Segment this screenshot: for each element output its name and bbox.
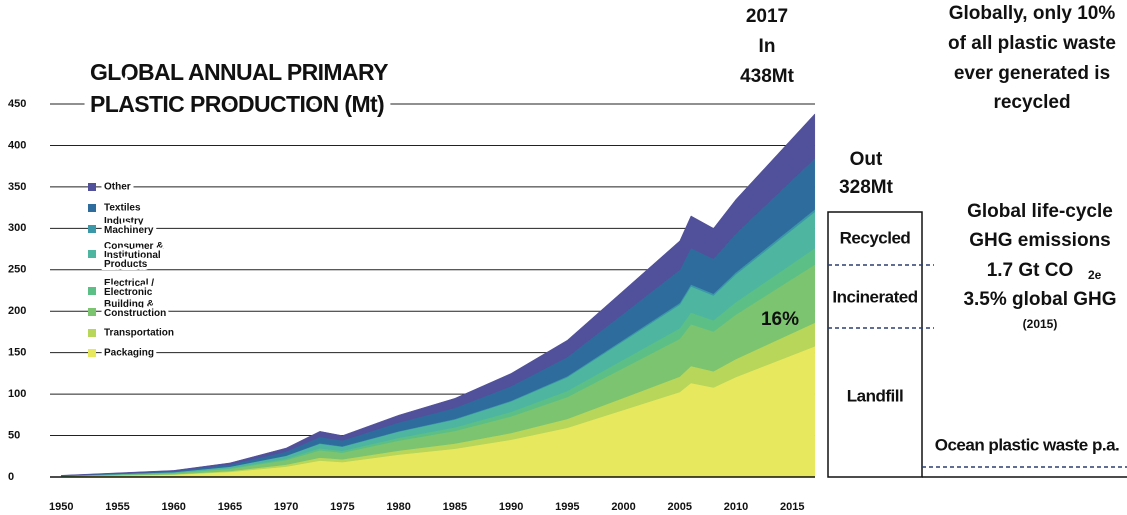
legend-label: Other	[104, 182, 131, 193]
legend-label: Building & Construction	[104, 299, 166, 319]
legend-swatch	[88, 287, 96, 295]
plot-area: 0 50 100 150 200 250 300 350 400 450 1950 1955 1960 1…	[8, 98, 816, 513]
legend-swatch	[88, 329, 96, 337]
note-subscript: 2e	[1088, 268, 1102, 282]
legend-swatch	[88, 183, 96, 191]
note: recycled	[993, 92, 1070, 113]
note: 3.5% global GHG	[963, 289, 1116, 310]
x-tick-label: 1995	[555, 501, 579, 513]
legend-swatch	[88, 204, 96, 212]
legend-swatch	[88, 250, 96, 258]
box-label: Recycled	[840, 228, 911, 247]
y-tick-label: 150	[8, 347, 26, 359]
legend-label: Industry Machinery	[104, 216, 154, 236]
x-tick-label: 2010	[724, 501, 748, 513]
annotation: 2017	[746, 6, 788, 27]
y-tick-label: 400	[8, 139, 26, 151]
note: 1.7 Gt CO	[987, 260, 1074, 281]
note: (2015)	[1023, 317, 1058, 331]
x-tick-label: 1990	[499, 501, 523, 513]
legend-swatch	[88, 349, 96, 357]
annotation: 16%	[761, 309, 799, 330]
note: GHG emissions	[969, 230, 1111, 251]
annotation: Ocean plastic waste p.a.	[935, 435, 1120, 454]
x-tick-label: 1960	[161, 501, 185, 513]
chart-title: GLOBAL ANNUAL PRIMARY	[90, 59, 388, 85]
note: Global life-cycle	[967, 201, 1113, 222]
y-tick-label: 200	[8, 305, 26, 317]
x-tick-label: 1955	[105, 501, 129, 513]
x-tick-label: 1985	[443, 501, 467, 513]
annotation: 328Mt	[839, 177, 894, 198]
legend-label: Textiles	[104, 203, 141, 214]
legend-label: Consumer & Institutional Products	[104, 241, 163, 270]
x-tick-label: 1975	[330, 501, 354, 513]
outflow-box	[827, 211, 923, 478]
legend-swatch	[88, 308, 96, 316]
note: of all plastic waste	[948, 33, 1116, 54]
annotation: 438Mt	[740, 66, 795, 87]
y-tick-label: 250	[8, 264, 26, 276]
y-tick-label: 350	[8, 181, 26, 193]
box-label: Landfill	[847, 386, 903, 405]
x-tick-label: 2005	[668, 501, 692, 513]
x-tick-label: 2015	[780, 501, 804, 513]
y-tick-label: 100	[8, 388, 26, 400]
area	[60, 113, 816, 476]
box-label: Incinerated	[832, 287, 917, 306]
y-tick-label: 50	[8, 429, 20, 441]
annotation: In	[759, 36, 776, 57]
x-tick-label: 1965	[218, 501, 242, 513]
y-tick-label: 300	[8, 222, 26, 234]
annotation: Out	[850, 149, 883, 170]
legend-label: Packaging	[104, 348, 154, 359]
x-tick-label: 1950	[49, 501, 73, 513]
y-tick-label: 450	[8, 98, 26, 110]
legend: Other Textiles Industry Machinery Consumer &…	[88, 179, 177, 362]
y-tick-label: 0	[8, 471, 14, 483]
legend-label: Transportation	[104, 328, 174, 339]
x-tick-label: 1980	[386, 501, 410, 513]
x-tick-label: 1970	[274, 501, 298, 513]
x-tick-label: 2000	[611, 501, 635, 513]
legend-swatch	[88, 225, 96, 233]
chart-title: PLASTIC PRODUCTION (Mt)	[90, 91, 384, 117]
legend-label: Electrical / Electronic	[104, 278, 154, 298]
note: ever generated is	[954, 63, 1110, 84]
note: Globally, only 10%	[949, 3, 1116, 24]
areas	[60, 113, 816, 478]
